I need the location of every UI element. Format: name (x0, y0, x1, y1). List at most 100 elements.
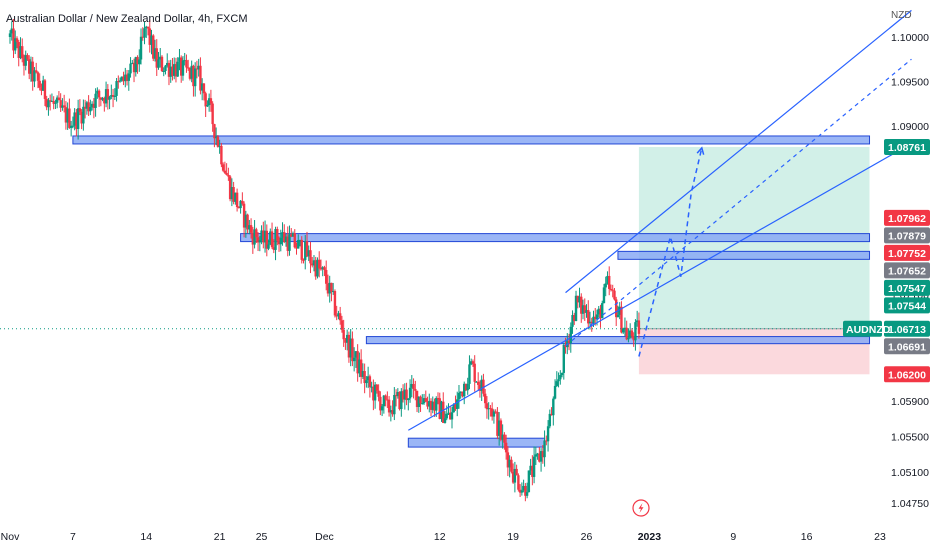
zone-box[interactable] (72, 135, 871, 145)
candle (166, 53, 169, 68)
candle (426, 396, 429, 410)
lightning-icon[interactable] (632, 499, 650, 517)
candle (118, 77, 122, 83)
candle (202, 83, 206, 101)
channel-lower-line[interactable] (408, 142, 912, 431)
channel-middle-line[interactable] (565, 58, 912, 347)
candle (249, 218, 253, 239)
candle (162, 67, 165, 77)
candle (174, 57, 178, 83)
candle (193, 62, 197, 97)
candle (628, 323, 632, 339)
candle (599, 304, 602, 328)
candle (173, 57, 176, 80)
candle (227, 167, 230, 181)
candle (55, 95, 59, 109)
candle (92, 98, 96, 119)
candle (143, 21, 146, 45)
candle (267, 239, 270, 251)
candle (113, 88, 117, 101)
candle (124, 67, 127, 88)
candle (234, 192, 237, 205)
candle (125, 69, 129, 86)
candle (606, 271, 609, 285)
candle (557, 372, 560, 388)
candle (167, 60, 171, 86)
candle (525, 482, 529, 499)
candle (323, 265, 326, 277)
candle (38, 73, 41, 91)
candle (290, 228, 293, 238)
candle (476, 372, 480, 390)
candle (200, 78, 204, 101)
candle (246, 213, 249, 234)
candle (188, 67, 192, 81)
price-scale-tags: 1.08761 1.07962 1.07879 1.07752 1.07652 1.075… (843, 138, 930, 383)
candle (555, 371, 559, 387)
candle (300, 236, 303, 264)
candle (103, 96, 106, 112)
candle (468, 355, 471, 390)
zone-box[interactable] (365, 336, 871, 345)
candle (539, 448, 543, 472)
candle (373, 381, 377, 409)
candle (304, 235, 307, 270)
candle (150, 29, 153, 55)
candle (637, 312, 641, 339)
zone-box[interactable] (407, 437, 546, 448)
channel-upper-line[interactable] (565, 9, 912, 294)
candle (580, 293, 583, 323)
candle (302, 258, 305, 264)
candle (546, 420, 550, 452)
candle (241, 192, 244, 206)
candle (101, 96, 104, 102)
candle (277, 236, 281, 252)
candle (314, 256, 317, 280)
candle (503, 432, 506, 450)
zone-box[interactable] (617, 250, 871, 260)
candle (180, 55, 183, 83)
candle (553, 379, 557, 400)
candle (108, 95, 111, 110)
candle (515, 464, 518, 476)
zone-box[interactable] (240, 233, 871, 243)
candle (52, 96, 55, 110)
candle (438, 392, 441, 420)
candle (176, 57, 179, 77)
candle (363, 363, 366, 394)
price-tag: 1.07544 (884, 297, 930, 314)
candle (449, 406, 452, 420)
candle (518, 484, 522, 497)
candle (265, 224, 269, 257)
candle (349, 329, 352, 367)
candle (298, 239, 302, 247)
candle (429, 398, 433, 417)
x-tick-label: 23 (874, 531, 886, 543)
candle (559, 370, 562, 385)
candle (288, 225, 291, 256)
candle (160, 55, 164, 72)
candle (548, 409, 552, 429)
candle (403, 383, 407, 410)
projection-path[interactable] (638, 146, 705, 357)
candle (85, 100, 89, 115)
candle (59, 93, 62, 112)
svg-text:1.07962: 1.07962 (888, 213, 926, 225)
candle (370, 381, 373, 393)
candle (482, 373, 485, 397)
candle (594, 307, 597, 326)
candle (365, 376, 368, 388)
candle (387, 396, 391, 417)
parallel-channel[interactable] (408, 9, 912, 431)
candle (41, 75, 45, 91)
candle (450, 406, 454, 429)
y-tick-label: 1.05500 (891, 431, 929, 443)
candle (45, 95, 48, 111)
candle (466, 377, 469, 395)
candle (527, 470, 531, 493)
support-resistance-zones[interactable] (72, 135, 871, 448)
candle (340, 315, 344, 333)
candle (96, 87, 99, 99)
projection-line[interactable] (638, 147, 703, 357)
